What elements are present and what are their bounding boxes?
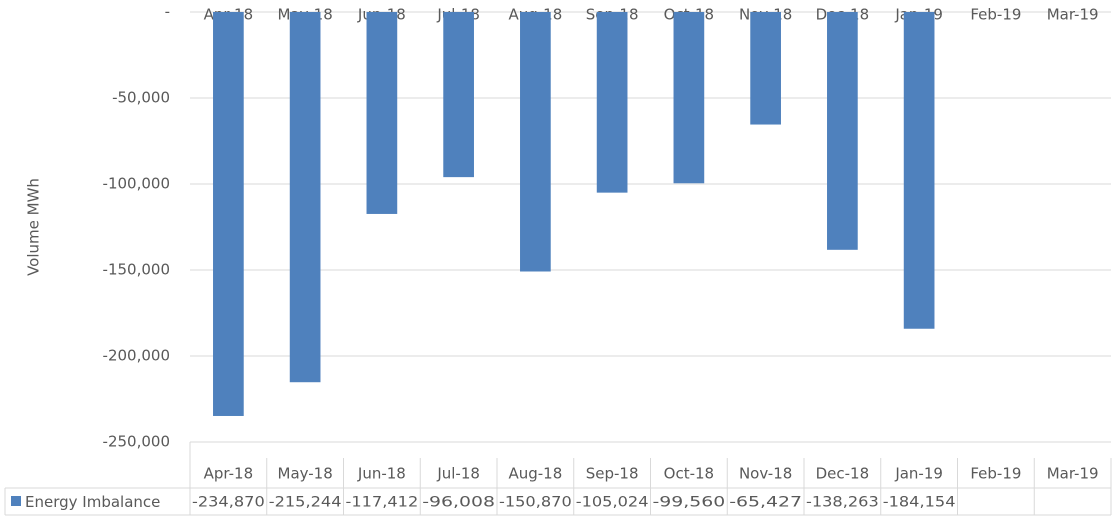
table-value: -215,244: [269, 495, 342, 511]
table-header: Oct-18: [664, 465, 714, 483]
bar: [443, 12, 474, 178]
table-value: -150,870: [499, 495, 572, 511]
table-header: Sep-18: [586, 465, 639, 483]
table-header: Apr-18: [204, 465, 254, 483]
bar: [673, 12, 705, 184]
bar: [289, 12, 321, 383]
table-value: -105,024: [576, 495, 649, 511]
bar: [213, 12, 244, 416]
table-header: Jul-18: [436, 465, 480, 483]
bar: [520, 12, 551, 272]
y-tick-label: -50,000: [112, 89, 170, 107]
table-value: -96,008: [422, 495, 495, 511]
table-header: Feb-19: [970, 465, 1021, 483]
legend-label: Energy Imbalance: [25, 493, 160, 511]
table-header: Nov-18: [739, 465, 792, 483]
y-axis-title: Volume MWh: [25, 178, 43, 276]
table-header: Aug-18: [508, 465, 562, 483]
table-value: -138,263: [806, 495, 879, 511]
table-header: Jan-19: [894, 465, 943, 483]
table-header: Mar-19: [1047, 465, 1099, 483]
table-value: -99,560: [653, 495, 726, 511]
x-tick-label: Mar-19: [1047, 6, 1099, 24]
table-header: Jun-18: [357, 465, 406, 483]
table-value: -117,412: [346, 495, 419, 511]
table-value: -184,154: [883, 495, 956, 511]
bar: [366, 12, 398, 214]
y-tick-label: -150,000: [103, 261, 170, 279]
bar: [903, 12, 935, 329]
y-tick-label: -: [165, 3, 170, 21]
legend-key: [11, 496, 21, 506]
y-tick-label: -100,000: [103, 175, 170, 193]
table-header: May-18: [278, 465, 333, 483]
bar: [596, 12, 628, 193]
bar: [827, 12, 858, 250]
table-header: Dec-18: [816, 465, 870, 483]
x-tick-label: Feb-19: [970, 6, 1021, 24]
table-value: -234,870: [192, 495, 265, 511]
y-tick-label: -200,000: [103, 347, 170, 365]
table-value: -65,427: [729, 495, 802, 511]
bar: [750, 12, 781, 125]
y-tick-label: -250,000: [103, 433, 170, 451]
